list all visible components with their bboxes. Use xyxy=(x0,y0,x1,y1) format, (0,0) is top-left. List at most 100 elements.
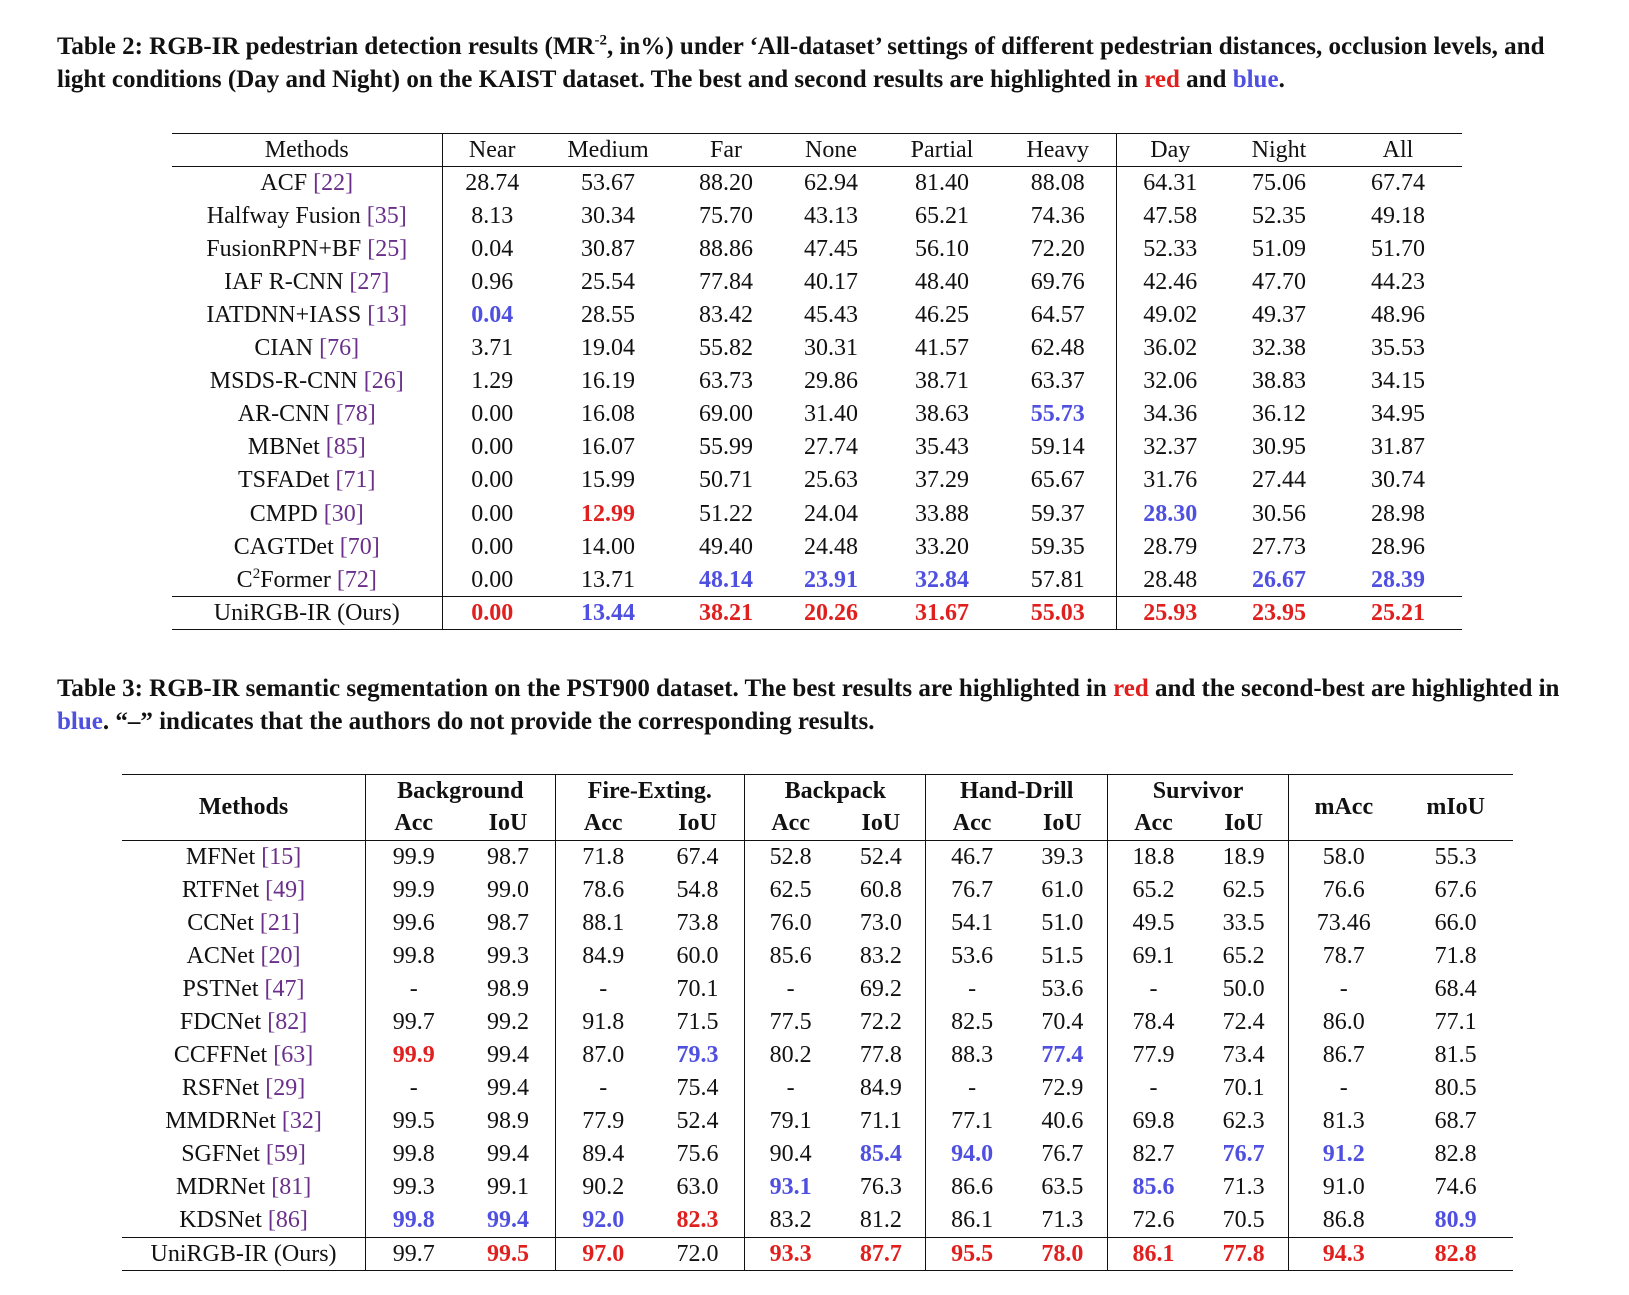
table2-value-cell: 52.33 xyxy=(1115,232,1224,266)
table2-value-cell: 12.99 xyxy=(581,500,635,527)
table2-method-cell: IATDNN+IASS [13] xyxy=(172,299,442,332)
citation-link[interactable]: [49] xyxy=(265,876,306,903)
citation-link[interactable]: [86] xyxy=(267,1207,308,1234)
citation-link[interactable]: [76] xyxy=(319,335,360,362)
table3-value-cell: 99.3 xyxy=(365,1171,462,1205)
table3-value-cell: 92.0 xyxy=(554,1204,651,1238)
table3-body: MFNet [15] 99.9 98.7 71.8 67.4 52.8 52.4 46.7 39… xyxy=(122,840,1513,1271)
table3-value-cell: 80.9 xyxy=(1434,1207,1477,1234)
table2-value-cell: 16.19 xyxy=(581,368,635,395)
table2-value-cell: 24.04 xyxy=(804,500,858,527)
table2-value-cell: 28.98 xyxy=(1371,500,1425,527)
table2-value-cell: 0.00 xyxy=(441,497,542,531)
citation-link[interactable]: [20] xyxy=(260,942,301,969)
citation-link[interactable]: [82] xyxy=(267,1009,308,1036)
table2-header-cell: Far xyxy=(674,133,778,168)
table3-miou-header: mIoU xyxy=(1398,774,1513,841)
table3-value-cell: 93.3 xyxy=(744,1237,837,1271)
table3-value-cell: 52.8 xyxy=(744,840,837,874)
table2-value-cell: 49.37 xyxy=(1252,302,1306,329)
table3-value-cell: 82.8 xyxy=(1434,1141,1477,1168)
citation-link[interactable]: [71] xyxy=(335,467,376,494)
table3-row: CCNet [21] 99.6 98.7 88.1 73.8 76.0 73.0 54.1 51… xyxy=(122,906,1513,940)
citation-link[interactable]: [13] xyxy=(367,302,408,329)
citation-link[interactable]: [29] xyxy=(265,1075,306,1102)
table2-method-cell: C2Former [72] xyxy=(172,564,442,597)
table3-row: FDCNet [82] 99.7 99.2 91.8 71.5 77.5 72.2 82.5 7… xyxy=(122,1005,1513,1040)
table2-value-cell: 72.20 xyxy=(1030,235,1085,262)
citation-link[interactable]: [27] xyxy=(349,268,390,295)
citation-link[interactable]: [85] xyxy=(325,434,366,461)
table3-value-cell: 89.4 xyxy=(554,1138,651,1172)
table2-value-cell: 42.46 xyxy=(1115,265,1224,299)
table2-caption-text: , in%) under ‘All-dataset’ settings of d… xyxy=(57,33,1545,93)
table3-value-cell: 78.6 xyxy=(554,873,651,907)
table3-sub-header: Acc xyxy=(925,807,1018,841)
table2-value-cell: 0.00 xyxy=(441,596,542,630)
table2-method-cell: CMPD [30] xyxy=(172,498,442,531)
citation-link[interactable]: [26] xyxy=(363,368,404,395)
table2-value-cell: 31.40 xyxy=(804,401,858,428)
table3-value-cell: 71.3 xyxy=(1041,1207,1084,1234)
table3-value-cell: 77.9 xyxy=(1106,1039,1200,1073)
table2-value-cell: 30.31 xyxy=(804,335,858,362)
citation-link[interactable]: [81] xyxy=(271,1174,312,1201)
citation-link[interactable]: [59] xyxy=(265,1141,306,1168)
table3-value-cell: 77.8 xyxy=(1199,1237,1289,1271)
citation-link[interactable]: [35] xyxy=(366,202,407,229)
table2-value-cell: 28.55 xyxy=(581,302,635,329)
table2-value-cell: 28.48 xyxy=(1115,563,1224,597)
table2-row: UniRGB-IR (Ours) 0.00 13.44 38.21 20.26 31.67… xyxy=(172,596,1462,630)
citation-link[interactable]: [47] xyxy=(264,975,305,1002)
table3-value-cell: 99.4 xyxy=(486,1141,529,1168)
table2-value-cell: 1.29 xyxy=(441,365,542,399)
table3-value-cell: 70.1 xyxy=(676,975,719,1002)
table2-value-cell: 0.04 xyxy=(441,298,542,333)
table2-value-cell: 88.86 xyxy=(699,235,753,262)
table2-value-cell: 33.88 xyxy=(915,500,969,527)
citation-link[interactable]: [63] xyxy=(273,1042,314,1069)
citation-link[interactable]: [25] xyxy=(367,235,408,262)
table2-header-cell: Day xyxy=(1115,133,1224,168)
table3-value-cell: 82.5 xyxy=(925,1005,1018,1040)
table3-value-cell: 63.0 xyxy=(676,1174,719,1201)
table3-value-cell: 72.4 xyxy=(1222,1009,1265,1036)
table3-value-cell: 99.5 xyxy=(365,1105,462,1139)
table2-value-cell: 32.37 xyxy=(1115,431,1224,465)
citation-link[interactable]: [32] xyxy=(281,1108,322,1135)
table2-value-cell: 8.13 xyxy=(441,199,542,233)
table3-caption-text: Table 3: RGB-IR semantic segmentation on… xyxy=(57,675,1114,702)
table2-value-cell: 28.96 xyxy=(1371,533,1425,560)
table2-value-cell: 23.91 xyxy=(804,566,858,593)
table2-value-cell: 49.40 xyxy=(699,533,753,560)
table3-value-cell: 86.7 xyxy=(1288,1039,1399,1073)
table2-value-cell: 64.31 xyxy=(1115,166,1224,200)
citation-link[interactable]: [72] xyxy=(336,566,377,593)
table3-value-cell: 98.9 xyxy=(486,975,529,1002)
table3-value-cell: 77.5 xyxy=(744,1005,837,1040)
table2-method-cell: IAF R-CNN [27] xyxy=(172,266,442,299)
table3-value-cell: 93.1 xyxy=(744,1171,837,1205)
method-name: IATDNN+IASS xyxy=(206,302,368,329)
table3-value-cell: 90.4 xyxy=(744,1138,837,1172)
table2-value-cell: 52.35 xyxy=(1252,202,1306,229)
table2-row: MBNet [85] 0.00 16.07 55.99 27.74 35.43 59.14 3… xyxy=(172,431,1462,465)
table3-value-cell: 69.8 xyxy=(1106,1105,1200,1139)
method-name: IAF R-CNN xyxy=(224,268,350,295)
citation-link[interactable]: [22] xyxy=(313,169,354,196)
method-name: Former xyxy=(260,566,337,593)
table3-value-cell: 99.7 xyxy=(365,1005,462,1040)
table3-value-cell: 99.3 xyxy=(486,942,529,969)
citation-link[interactable]: [21] xyxy=(259,909,300,936)
citation-link[interactable]: [15] xyxy=(261,843,302,870)
table3-value-cell: 75.4 xyxy=(676,1075,719,1102)
citation-link[interactable]: [78] xyxy=(335,401,376,428)
table3-value-cell: 86.6 xyxy=(925,1171,1018,1205)
table3-value-cell: 83.2 xyxy=(744,1204,837,1238)
citation-link[interactable]: [70] xyxy=(339,533,380,560)
table3-value-cell: 79.1 xyxy=(744,1105,837,1139)
table2-method-cell: MBNet [85] xyxy=(172,431,442,464)
table3-group-header: Background xyxy=(365,774,556,808)
citation-link[interactable]: [30] xyxy=(323,500,364,527)
table2-value-cell: 59.14 xyxy=(1030,434,1085,461)
